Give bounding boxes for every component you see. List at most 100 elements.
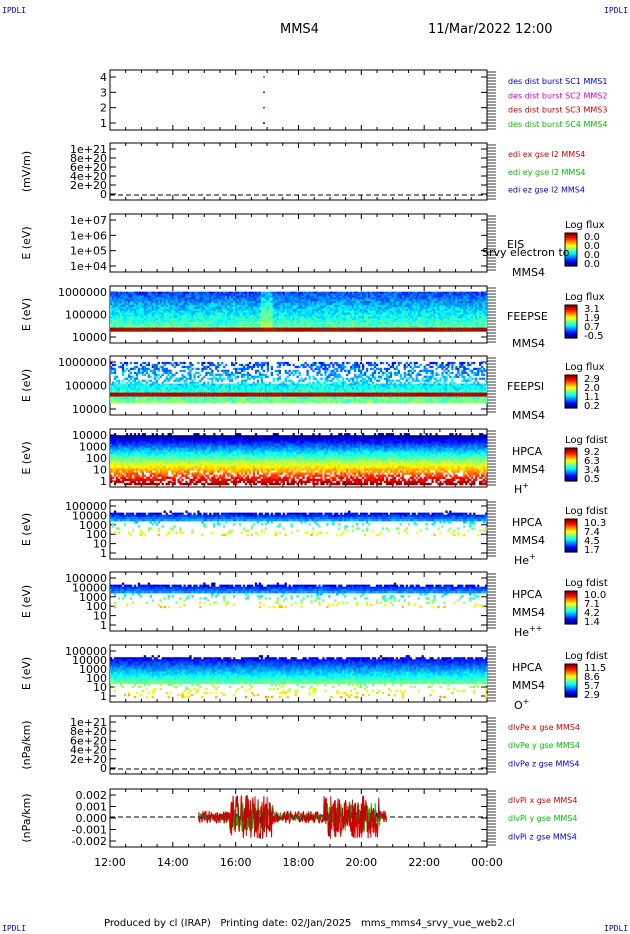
heatmap-cell [205,306,208,310]
heatmap-cell [151,291,154,294]
heatmap-cell [127,301,131,304]
heatmap-cell [137,389,141,392]
heatmap-cell [479,308,482,311]
heatmap-cell [111,297,115,300]
heatmap-cell [203,291,206,294]
heatmap-cell [123,401,127,404]
heatmap-cell [155,316,158,319]
heatmap-cell [377,301,381,304]
heatmap-cell [155,318,158,321]
heatmap-cell [439,297,442,300]
heatmap-cell [197,295,200,298]
heatmap-cell [463,303,466,306]
heatmap-cell [322,322,325,325]
heatmap-cell [113,367,117,371]
heatmap-cell [328,301,331,304]
heatmap-cell [171,310,174,313]
heatmap-cell [139,367,143,371]
heatmap-cell [407,325,410,329]
heatmap-cell [425,327,428,332]
heatmap-cell [187,320,190,323]
heatmap-cell [187,295,190,298]
heatmap-cell [280,297,283,300]
heatmap-cell [469,322,472,325]
heatmap-cell [110,365,113,369]
heatmap-cell [363,312,367,315]
heatmap-cell [110,293,113,296]
heatmap-cell [379,320,383,323]
heatmap-cell [127,324,131,327]
heatmap-cell [264,306,268,310]
heatmap-cell [137,381,141,384]
heatmap-cell [312,320,315,323]
heatmap-cell [121,291,125,294]
y-tick-label: 0 [100,188,107,201]
heatmap-cell [250,324,254,327]
heatmap-cell [155,312,158,315]
heatmap-cell [435,303,438,306]
heatmap-cell [328,320,331,323]
heatmap-cell [356,314,359,317]
colorbar-segment [565,245,577,248]
heatmap-cell [129,301,133,304]
colorbar-segment [565,403,577,406]
heatmap-cell [278,314,281,317]
heatmap-cell [201,318,204,321]
heatmap-cell [356,320,359,323]
heatmap-cell [157,295,160,298]
heatmap-cell [306,305,309,308]
heatmap-cell [449,327,452,332]
heatmap-cell [119,320,123,323]
heatmap-cell [433,301,436,304]
heatmap-cell [304,291,307,294]
heatmap-cell [300,316,303,319]
colorbar-segment [565,239,577,242]
heatmap-cell [332,325,335,329]
heatmap-cell [350,316,353,319]
heatmap-cell [443,301,446,304]
heatmap-cell [481,310,484,313]
heatmap-cell [141,310,145,313]
heatmap-cell [258,325,262,329]
heatmap-cell [463,299,466,302]
heatmap-cell [354,301,357,304]
heatmap-cell [272,297,275,300]
heatmap-cell [453,318,456,321]
heatmap-cell [254,308,258,311]
heatmap-cell [110,361,113,365]
heatmap-cell [231,322,234,325]
heatmap-cell [133,306,137,310]
heatmap-cell [361,316,365,319]
heatmap-cell [258,327,262,332]
heatmap-cell [465,305,468,308]
heatmap-cell [477,327,480,332]
heatmap-cell [423,322,426,325]
heatmap-cell [318,322,321,325]
heatmap-cell [433,297,436,300]
heatmap-cell [417,297,420,300]
heatmap-cell [175,325,178,329]
heatmap-cell [447,301,450,304]
heatmap-cell [217,299,220,302]
colorbar-segment [565,311,577,314]
heatmap-cell [236,316,240,319]
heatmap-cell [280,316,283,319]
heatmap-cell [133,385,137,388]
heatmap-cell [471,306,474,310]
heatmap-cell [191,324,194,327]
heatmap-cell [143,318,147,321]
heatmap-cell [340,306,343,310]
heatmap-cell [294,293,297,296]
heatmap-cell [441,318,444,321]
heatmap-cell [266,308,270,311]
heatmap-cell [377,293,381,296]
heatmap-cell [137,291,141,294]
heatmap-cell [119,392,123,397]
heatmap-cell [352,291,355,294]
heatmap-cell [399,325,402,329]
heatmap-cell [153,308,156,311]
heatmap-cell [223,314,226,317]
heatmap-cell [268,325,272,329]
heatmap-cell [195,299,198,302]
heatmap-cell [459,308,462,311]
